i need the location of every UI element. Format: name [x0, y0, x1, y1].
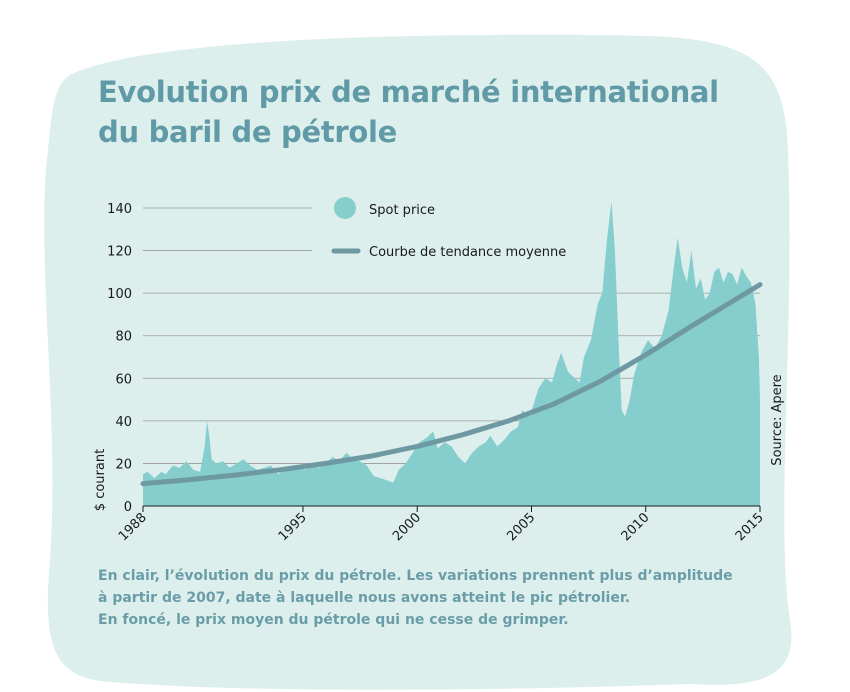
chart-title-line-1: Evolution prix de marché international [98, 75, 719, 109]
spot-price-area-layer [143, 201, 760, 506]
x-tick-label: 2005 [504, 510, 538, 544]
legend-label-trend: Courbe de tendance moyenne [369, 245, 566, 260]
y-tick-label: 120 [107, 245, 132, 260]
chart-caption: En clair, l’évolution du prix du pétrole… [98, 565, 778, 631]
chart-title-line-2: du baril de pétrole [98, 115, 398, 149]
background-blob-shape [44, 34, 792, 690]
x-tick-label: 2000 [390, 510, 424, 544]
legend-marker-spot-price [334, 197, 356, 219]
source-label: Source: Apere [770, 374, 785, 465]
caption-line-1: En clair, l’évolution du prix du pétrole… [98, 568, 733, 584]
x-tick-label: 1988 [116, 510, 150, 544]
y-tick-label: 100 [107, 287, 132, 302]
x-tick-label: 1995 [276, 510, 310, 544]
legend-label-spot-price: Spot price [369, 203, 435, 218]
trend-line-layer [140, 282, 763, 487]
y-tick-label: 40 [115, 415, 132, 430]
y-tick-label: 20 [115, 457, 132, 472]
y-tick-label: 0 [124, 500, 132, 515]
caption-line-2: à partir de 2007, date à laquelle nous a… [98, 590, 631, 606]
axis-layer [142, 505, 761, 512]
trend-line [140, 282, 763, 487]
y-tick-label: 80 [115, 330, 132, 345]
legend: Spot price Courbe de tendance moyenne [331, 197, 566, 260]
y-tick-label: 140 [107, 202, 132, 217]
caption-line-3: En foncé, le prix moyen du pétrole qui n… [98, 612, 569, 628]
y-axis-label: $ courant [93, 449, 108, 511]
spot-price-area [143, 201, 760, 506]
chart-title: Evolution prix de marché international d… [98, 72, 719, 152]
x-tick-label: 2010 [619, 510, 653, 544]
x-tick-label: 2015 [733, 510, 767, 544]
y-tick-label: 60 [115, 372, 132, 387]
